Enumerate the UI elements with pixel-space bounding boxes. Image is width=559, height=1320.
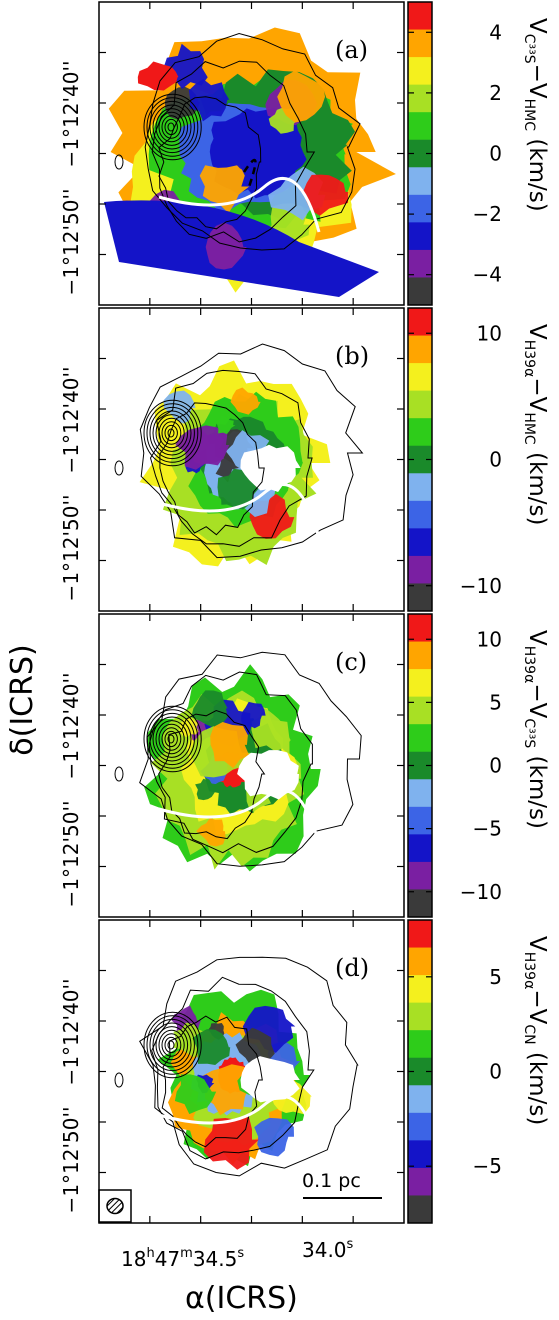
panel-d: (d) −1°12'40'' −1°12'50'' 5 0 −5 VH39α−VCN (km… xyxy=(59,919,550,1224)
colorbar-band xyxy=(408,947,432,976)
colorbar-tick-label: −5 xyxy=(473,1154,502,1178)
colorbar-band xyxy=(408,614,432,643)
panel-letter: (a) xyxy=(335,36,368,64)
beam xyxy=(98,1189,132,1223)
colorbar-band xyxy=(408,1112,432,1141)
colorbar-band xyxy=(408,57,432,86)
colorbar-band xyxy=(408,1195,432,1224)
colorbar-band xyxy=(408,1167,432,1196)
colorbar-band xyxy=(408,363,432,392)
y-tick-label: −1°12'50'' xyxy=(59,495,83,602)
panel-b: (b) −1°12'40'' −1°12'50'' 10 0 −10 VH39α−VHMC … xyxy=(59,307,550,612)
colorbar-tick-label: −5 xyxy=(473,817,502,841)
colorbar-band xyxy=(408,696,432,725)
y-tick-label: −1°12'50'' xyxy=(59,189,83,296)
colorbar-band xyxy=(408,889,432,918)
colorbar-band xyxy=(408,222,432,251)
colorbar-tick-label: 0 xyxy=(489,754,502,778)
colorbar-tick-label: 0 xyxy=(489,448,502,472)
colorbar-band xyxy=(408,418,432,447)
colorbar-band xyxy=(408,555,432,584)
colorbar-d: 5 0 −5 xyxy=(407,919,502,1224)
colorbar-tick-label: −10 xyxy=(460,880,502,904)
colorbar-band xyxy=(408,84,432,113)
colorbar-band xyxy=(408,167,432,196)
colorbar-band xyxy=(408,500,432,529)
colorbar-band xyxy=(408,920,432,949)
colorbar-band xyxy=(408,194,432,223)
colorbar-a: 4 2 0 −2 −4 xyxy=(407,1,502,306)
y-axis-title: δ(ICRS) xyxy=(5,644,40,755)
colorbar-tick-label: 10 xyxy=(477,627,502,651)
colorbar-band xyxy=(408,335,432,364)
colorbar-band xyxy=(408,641,432,670)
y-tick-label: −1°12'40'' xyxy=(59,979,83,1086)
colorbar-band xyxy=(408,473,432,502)
panel-c: (c) −1°12'40'' −1°12'50'' 10 5 0 −5 −10 VH39α−VC… xyxy=(59,613,550,918)
colorbar-title: VH39α−VCN (km/s) xyxy=(521,936,550,1125)
scalebar: 0.1 pc xyxy=(302,1170,382,1199)
colorbar-band xyxy=(408,834,432,863)
colorbar-band xyxy=(408,669,432,698)
colorbar-band xyxy=(408,308,432,337)
x-tick-label-2: 34.0s xyxy=(302,1237,354,1262)
panel-letter: (c) xyxy=(335,648,367,676)
colorbar-band xyxy=(408,583,432,612)
colorbar-band xyxy=(408,249,432,278)
y-tick-label: −1°12'40'' xyxy=(59,367,83,474)
colorbar-band xyxy=(408,779,432,808)
colorbar-tick-label: 10 xyxy=(477,321,502,345)
colorbar-title: VH39α−VC³³S (km/s) xyxy=(521,630,550,829)
x-axis-title: α(ICRS) xyxy=(185,1281,298,1316)
panel-letter: (b) xyxy=(335,342,369,370)
colorbar-tick-label: 5 xyxy=(489,965,502,989)
colorbar-band xyxy=(408,861,432,890)
colorbar-title: VH39α−VHMC (km/s) xyxy=(521,324,550,525)
colorbar-b: 10 0 −10 xyxy=(407,307,502,612)
colorbar-title: VC³³S−VHMC (km/s) xyxy=(521,18,550,212)
colorbar-band xyxy=(408,1002,432,1031)
colorbar-band xyxy=(408,112,432,141)
colorbar-tick-label: 0 xyxy=(489,1060,502,1084)
colorbar-band xyxy=(408,724,432,753)
panel-letter: (d) xyxy=(335,954,369,982)
y-tick-label: −1°12'40'' xyxy=(59,673,83,780)
colorbar-c: 10 5 0 −5 −10 xyxy=(407,613,502,918)
colorbar-tick-label: 0 xyxy=(489,142,502,166)
colorbar-band xyxy=(408,975,432,1004)
colorbar-tick-label: −2 xyxy=(473,202,502,226)
colorbar-tick-label: 5 xyxy=(489,690,502,714)
colorbar-band xyxy=(408,2,432,31)
y-tick-label: −1°12'50'' xyxy=(59,801,83,908)
colorbar-band xyxy=(408,528,432,557)
colorbar-band xyxy=(408,277,432,306)
colorbar-band xyxy=(408,1030,432,1059)
colorbar-tick-label: −4 xyxy=(473,263,502,287)
colorbar-band xyxy=(408,29,432,58)
colorbar-band xyxy=(408,390,432,419)
colorbar-band xyxy=(408,1085,432,1114)
scalebar-label: 0.1 pc xyxy=(302,1170,361,1192)
colorbar-tick-label: 2 xyxy=(489,81,502,105)
y-tick-label: −1°12'40'' xyxy=(59,61,83,168)
colorbar-band xyxy=(408,1140,432,1169)
colorbar-tick-label: −10 xyxy=(460,574,502,598)
y-tick-label: −1°12'50'' xyxy=(59,1107,83,1214)
x-tick-label-1: 18h47m34.5s xyxy=(121,1246,244,1271)
colorbar-band xyxy=(408,806,432,835)
colorbar-tick-label: 4 xyxy=(489,20,502,44)
panel-a: (a) −1°12'40'' −1°12'50'' 4 2 0 −2 −4 VC³³S−VHMC… xyxy=(59,1,550,306)
